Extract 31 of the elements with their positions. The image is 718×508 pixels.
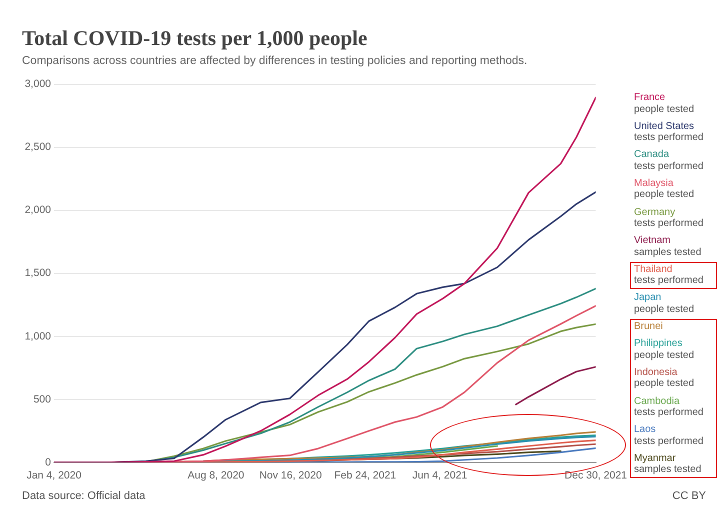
text: Laos tests performed [634, 424, 704, 448]
text: Canada tests performed [634, 149, 704, 172]
text: Japan people tested [634, 292, 696, 316]
y-tick-label: 500 [33, 393, 52, 406]
y-tick-label: 2,500 [24, 141, 52, 154]
chart-title: Total COVID-19 tests per 1,000 people [22, 26, 368, 51]
chart-subtitle: Comparisons across countries are affected by differences in testing policies and reporting methods. [22, 55, 528, 67]
text: Vietnam samples tested [634, 235, 702, 258]
text: Myanmar samples tested [634, 452, 702, 476]
text: Thailand tests performed [634, 264, 704, 287]
x-tick-label: Jan 4, 2020 [26, 470, 82, 482]
y-tick-label: 2,000 [24, 204, 52, 216]
y-tick-label: 1,500 [24, 267, 52, 280]
y-tick-label: 1,000 [24, 330, 52, 342]
x-tick-label: Dec 30, 2021 [564, 470, 628, 482]
text: Germany tests performed [634, 206, 704, 230]
y-tick-label: 0 [45, 456, 52, 468]
text: Cambodia tests performed [634, 396, 704, 419]
x-tick-label: Feb 24, 2021 [334, 470, 396, 482]
text: Philippines people tested [634, 338, 696, 362]
source-note: Data source: Official data [22, 490, 146, 502]
x-tick-label: Aug 8, 2020 [188, 470, 244, 482]
y-tick-label: 3,000 [24, 78, 52, 90]
text: Brunei [634, 321, 664, 333]
text: France people tested [634, 92, 696, 115]
x-tick-label: Jun 4, 2021 [412, 470, 468, 482]
text: CC BY [672, 490, 706, 502]
text: Malaysia people tested [634, 178, 696, 201]
text: Indonesia people tested [634, 366, 696, 390]
text: United States tests performed [634, 120, 704, 144]
x-tick-label: Nov 16, 2020 [259, 470, 322, 482]
